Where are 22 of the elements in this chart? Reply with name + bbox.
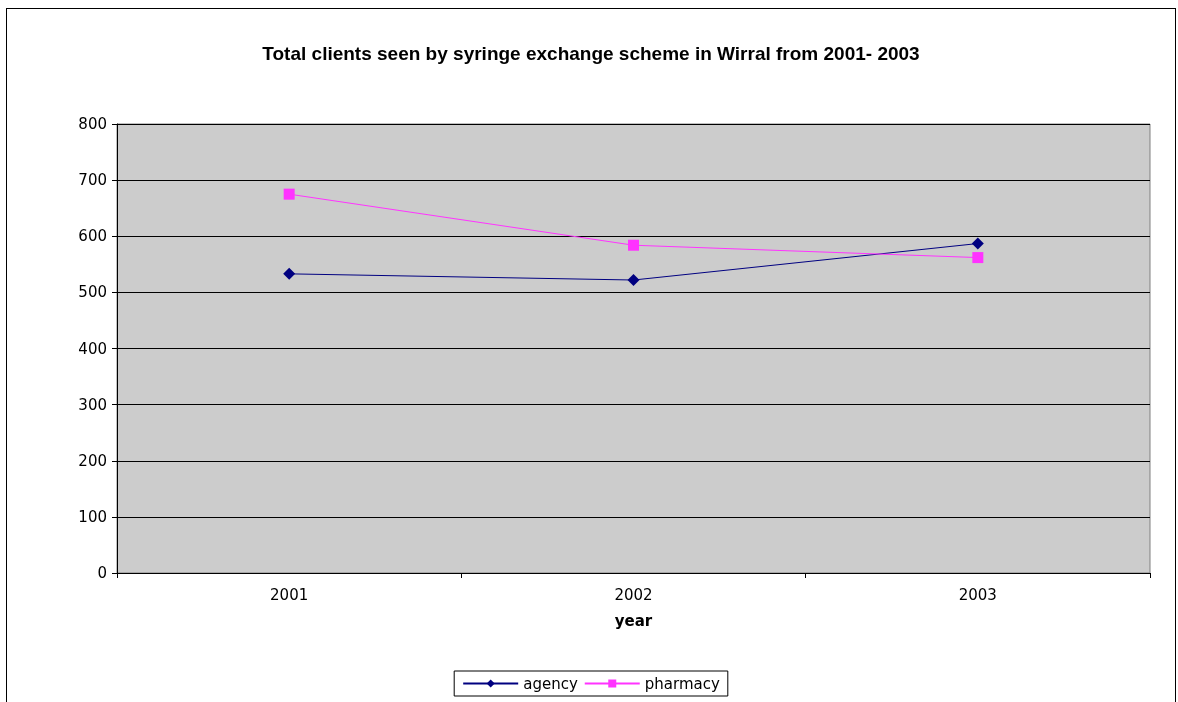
y-tick-label: 0 bbox=[97, 564, 107, 582]
point bbox=[971, 237, 984, 250]
y-tick-label: 600 bbox=[78, 227, 107, 246]
y-tick-label: 300 bbox=[78, 395, 107, 414]
y-tick-label: 800 bbox=[78, 115, 107, 133]
point bbox=[628, 239, 639, 251]
y-tick-label: 100 bbox=[78, 507, 107, 526]
legend-label: pharmacy bbox=[644, 674, 720, 693]
point bbox=[283, 267, 296, 280]
x-axis-title: year bbox=[614, 611, 653, 630]
chart-title: Total clients seen by syringe exchange scheme in Wirral from 2001- 2003 bbox=[262, 43, 920, 64]
x-tick-label: 2001 bbox=[270, 585, 309, 604]
x-tick-label: 2003 bbox=[958, 585, 997, 604]
y-tick-label: 500 bbox=[78, 283, 107, 302]
x-tick-label: 2002 bbox=[614, 585, 653, 604]
point bbox=[972, 252, 984, 264]
legend-label: agency bbox=[523, 674, 578, 693]
y-tick-label: 700 bbox=[78, 171, 107, 190]
point bbox=[627, 274, 640, 287]
point bbox=[283, 188, 295, 200]
y-tick-label: 400 bbox=[78, 339, 107, 358]
y-tick-label: 200 bbox=[78, 451, 107, 470]
